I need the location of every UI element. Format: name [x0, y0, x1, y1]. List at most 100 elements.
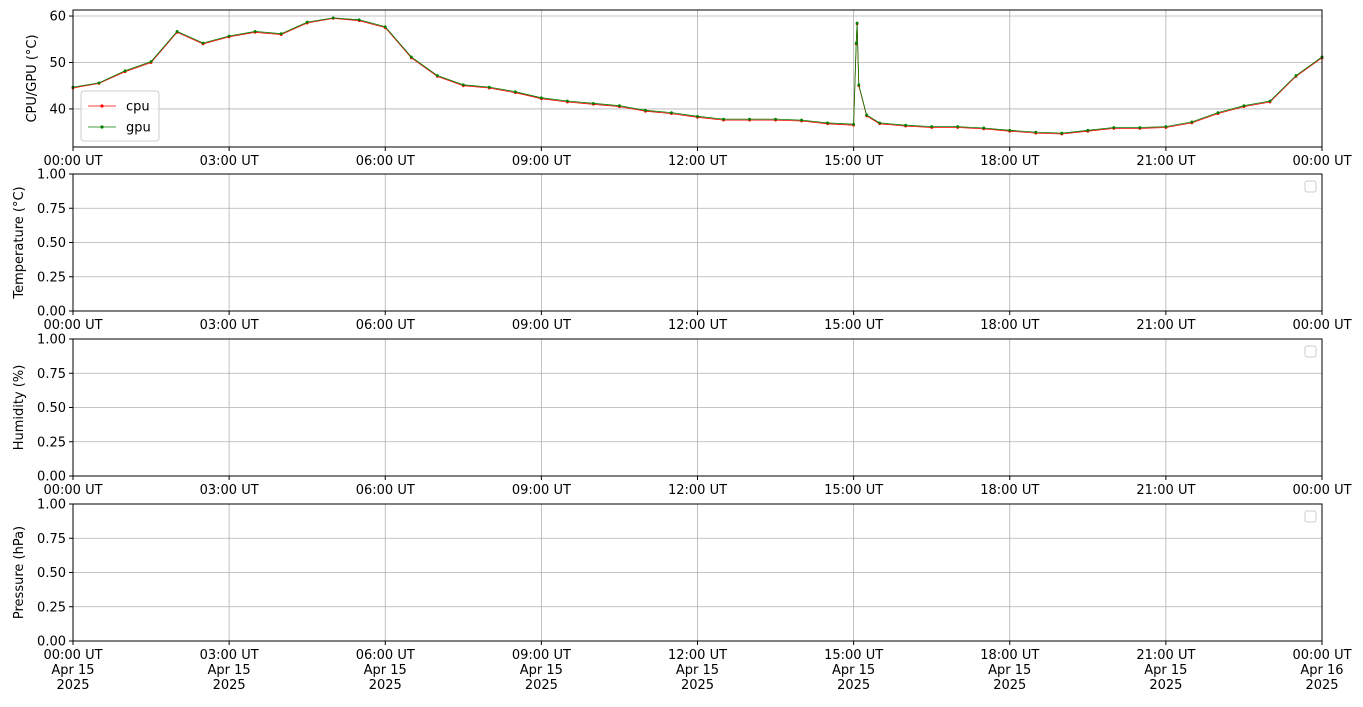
point — [1086, 128, 1090, 132]
point — [1008, 128, 1012, 132]
x-tick-label: 00:00 UT — [1292, 318, 1351, 333]
x-tick-label: 18:00 UT Apr 15 2025 — [980, 648, 1039, 693]
point — [800, 118, 803, 122]
y-axis-label: CPU/GPU (°C) — [25, 34, 40, 122]
y-tick-label: 0.75 — [37, 532, 66, 547]
x-tick-label: 00:00 UT — [43, 483, 102, 498]
x-tick-label: 00:00 UT — [43, 154, 102, 169]
point — [1216, 111, 1220, 115]
x-tick-label: 03:00 UT — [200, 318, 259, 333]
x-tick-label: 12:00 UT — [668, 318, 727, 333]
y-tick-label: 0.25 — [37, 270, 66, 285]
point — [123, 69, 127, 73]
x-tick-label: 18:00 UT — [980, 483, 1039, 498]
y-tick-label: 0.50 — [37, 236, 66, 251]
x-tick-label: 15:00 UT — [824, 483, 883, 498]
x-tick-label: 12:00 UT Apr 15 2025 — [668, 648, 727, 693]
legend-box — [1304, 180, 1317, 193]
point — [409, 55, 413, 59]
legend-box — [1304, 345, 1317, 358]
y-tick-label: 60 — [49, 10, 66, 25]
x-tick-label: 03:00 UT — [200, 154, 259, 169]
point — [201, 41, 205, 45]
y-tick-label: 0.25 — [37, 435, 66, 450]
y-tick-label: 0.25 — [37, 600, 66, 615]
point — [539, 96, 543, 100]
point — [722, 117, 725, 121]
point — [565, 99, 569, 103]
point — [857, 83, 861, 87]
x-tick-label: 09:00 UT Apr 15 2025 — [512, 648, 571, 693]
point — [982, 126, 986, 130]
y-tick-label: 1.00 — [37, 168, 66, 183]
point — [149, 60, 153, 63]
legend-label: gpu — [126, 121, 151, 136]
point — [1268, 99, 1272, 103]
y-tick-label: 50 — [49, 56, 66, 71]
x-tick-label: 21:00 UT — [1136, 483, 1195, 498]
x-tick-label: 03:00 UT Apr 15 2025 — [200, 648, 259, 693]
point — [826, 121, 830, 125]
legend-marker — [100, 104, 104, 108]
point — [175, 29, 179, 33]
point — [253, 29, 257, 33]
x-tick-label: 00:00 UT — [1292, 483, 1351, 498]
point — [357, 18, 361, 22]
point — [227, 34, 231, 38]
legend-marker — [100, 125, 104, 129]
point — [854, 41, 858, 45]
x-tick-label: 00:00 UT Apr 16 2025 — [1292, 648, 1351, 693]
point — [1112, 126, 1116, 129]
point — [461, 83, 465, 87]
y-tick-label: 1.00 — [37, 498, 66, 513]
y-tick-label: 0.00 — [37, 470, 66, 485]
x-tick-label: 15:00 UT — [824, 318, 883, 333]
point — [748, 117, 751, 121]
point — [644, 108, 647, 112]
point — [1294, 74, 1298, 77]
point — [383, 25, 387, 29]
x-tick-label: 15:00 UT — [824, 154, 883, 169]
x-tick-label: 00:00 UT — [1292, 154, 1351, 169]
x-tick-label: 00:00 UT Apr 15 2025 — [43, 648, 102, 693]
point — [435, 74, 439, 77]
legend-box — [80, 90, 160, 142]
point — [97, 81, 101, 85]
plot-frame — [72, 503, 1323, 642]
point — [1242, 104, 1246, 108]
point — [487, 85, 491, 89]
y-axis-label: Pressure (hPa) — [12, 526, 27, 619]
point — [618, 104, 621, 108]
x-tick-label: 06:00 UT — [356, 318, 415, 333]
point — [904, 123, 908, 127]
point — [331, 16, 335, 20]
x-tick-label: 12:00 UT — [668, 154, 727, 169]
point — [592, 101, 595, 105]
point — [305, 20, 309, 24]
point — [670, 111, 673, 115]
point — [865, 113, 869, 117]
y-tick-label: 0.00 — [37, 305, 66, 320]
point — [1190, 120, 1194, 124]
x-tick-label: 06:00 UT — [356, 154, 415, 169]
y-tick-label: 0.75 — [37, 202, 66, 217]
point — [513, 90, 517, 94]
point — [1138, 126, 1142, 129]
y-tick-label: 0.50 — [37, 401, 66, 416]
plot-frame — [72, 173, 1323, 312]
x-tick-label: 06:00 UT Apr 15 2025 — [356, 648, 415, 693]
y-tick-label: 0.00 — [37, 635, 66, 650]
x-tick-label: 21:00 UT — [1136, 154, 1195, 169]
y-tick-label: 1.00 — [37, 333, 66, 348]
point — [852, 122, 856, 126]
x-tick-label: 06:00 UT — [356, 483, 415, 498]
x-tick-label: 12:00 UT — [668, 483, 727, 498]
x-tick-label: 09:00 UT — [512, 154, 571, 169]
x-tick-label: 09:00 UT — [512, 483, 571, 498]
point — [1034, 130, 1038, 134]
point — [956, 125, 960, 128]
x-tick-label: 21:00 UT Apr 15 2025 — [1136, 648, 1195, 693]
y-tick-label: 0.75 — [37, 367, 66, 382]
